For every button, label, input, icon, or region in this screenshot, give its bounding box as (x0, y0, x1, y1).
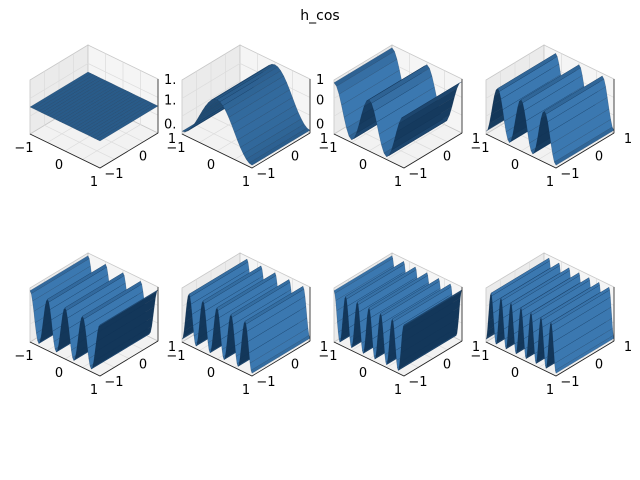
subplot-1: −1 0 1 1 0 −1 1. 1. 0. (14, 44, 176, 190)
y-tick-label: −1 (256, 375, 275, 390)
y-tick-label: 1 (624, 132, 632, 147)
axis-line (485, 132, 615, 169)
y-tick-label: 0 (139, 358, 147, 373)
y-tick-label: 1 (472, 340, 480, 355)
x-tick-label: 1 (394, 383, 402, 398)
subplot-7: −1 0 1 1 0 −1 (318, 252, 480, 398)
axis-line (29, 340, 159, 377)
y-tick-label: 0 (595, 150, 603, 165)
y-tick-label: −1 (560, 375, 579, 390)
x-tick-label: 0 (207, 366, 215, 381)
subplot-5: −1 0 1 1 0 −1 (14, 252, 176, 398)
x-tick-label: 0 (55, 158, 63, 173)
z-tick-label: 0 (316, 94, 324, 109)
y-tick-label: 1 (320, 132, 328, 147)
y-tick-label: 1 (168, 340, 176, 355)
x-tick-label: 0 (207, 158, 215, 173)
subplot-4: −1 0 1 1 0 −1 (470, 44, 632, 190)
y-tick-label: −1 (408, 375, 427, 390)
x-tick-label: 0 (511, 158, 519, 173)
x-tick-label: 0 (55, 366, 63, 381)
y-tick-label: 0 (291, 150, 299, 165)
axis-line (485, 340, 615, 377)
z-tick-label: 0. (164, 117, 176, 132)
z-tick-label: 1. (164, 73, 176, 88)
y-tick-label: 1 (320, 340, 328, 355)
y-tick-label: −1 (408, 167, 427, 182)
gridline (29, 63, 159, 99)
y-tick-label: 0 (443, 150, 451, 165)
y-tick-label: 1 (472, 132, 480, 147)
y-tick-label: 0 (291, 358, 299, 373)
y-tick-label: −1 (104, 167, 123, 182)
y-tick-label: 1 (624, 340, 632, 355)
z-tick-label: 1. (164, 94, 176, 109)
x-tick-label: −1 (166, 349, 185, 364)
axis-line (333, 340, 463, 377)
x-tick-label: 1 (242, 383, 250, 398)
subplot-8: −1 0 1 1 0 −1 (470, 252, 632, 398)
x-tick-label: 0 (511, 366, 519, 381)
y-tick-label: 0 (595, 358, 603, 373)
y-tick-label: 1 (168, 132, 176, 147)
subplot-6: −1 0 1 1 0 −1 (166, 252, 328, 398)
x-tick-label: 1 (546, 383, 554, 398)
axis-line (181, 132, 311, 169)
axis-line (333, 132, 463, 169)
x-tick-label: −1 (14, 141, 33, 156)
y-tick-label: 0 (443, 358, 451, 373)
gridline (386, 70, 445, 160)
x-tick-label: 0 (359, 158, 367, 173)
x-tick-label: −1 (470, 141, 489, 156)
z-tick-label: 1 (316, 73, 324, 88)
x-tick-label: −1 (166, 141, 185, 156)
x-tick-label: −1 (14, 349, 33, 364)
gridline (82, 70, 141, 160)
z-tick-label: 0 (316, 117, 324, 132)
y-tick-label: −1 (256, 167, 275, 182)
axis-line (29, 132, 159, 169)
y-tick-label: 0 (139, 150, 147, 165)
y-tick-label: −1 (104, 375, 123, 390)
x-tick-label: −1 (318, 349, 337, 364)
y-tick-label: −1 (560, 167, 579, 182)
x-tick-label: 1 (546, 175, 554, 190)
x-tick-label: −1 (470, 349, 489, 364)
figure-title: h_cos (300, 8, 340, 24)
x-tick-label: 0 (359, 366, 367, 381)
x-tick-label: −1 (318, 141, 337, 156)
x-tick-label: 1 (90, 175, 98, 190)
axis-line (181, 340, 311, 377)
x-tick-label: 1 (90, 383, 98, 398)
x-tick-label: 1 (394, 175, 402, 190)
x-tick-label: 1 (242, 175, 250, 190)
